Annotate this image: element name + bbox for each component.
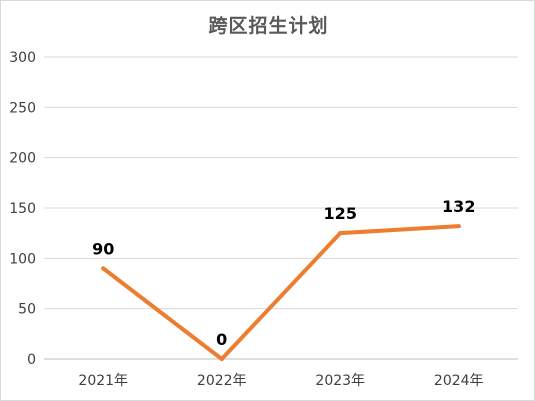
series	[101, 224, 461, 361]
y-tick-label: 200	[9, 151, 36, 167]
gridlines	[44, 56, 518, 360]
series-line	[101, 224, 461, 361]
x-tick-label: 2022年	[197, 373, 247, 389]
y-tick-label: 0	[27, 352, 36, 368]
axes: 0 50 100 150 200 250 300 2021年 2022年 2023年 2024年	[9, 50, 483, 389]
y-tick-label: 50	[18, 302, 36, 318]
y-tick-label: 250	[9, 100, 36, 116]
data-point	[456, 224, 461, 229]
y-tick-label: 100	[9, 251, 36, 267]
y-tick-label: 300	[9, 50, 36, 66]
data-label: 125	[324, 204, 357, 223]
x-tick-label: 2023年	[315, 373, 365, 389]
data-point	[219, 357, 224, 361]
data-point	[101, 266, 106, 271]
y-tick-label: 150	[9, 201, 36, 217]
data-label: 0	[216, 330, 227, 349]
data-label: 90	[92, 239, 114, 258]
data-label: 132	[442, 197, 475, 216]
x-tick-label: 2021年	[78, 373, 128, 389]
data-point	[338, 231, 343, 236]
data-labels: 90 0 125 132	[92, 197, 475, 349]
chart-title: 跨区招生计划	[208, 15, 329, 37]
x-tick-label: 2024年	[434, 373, 484, 389]
